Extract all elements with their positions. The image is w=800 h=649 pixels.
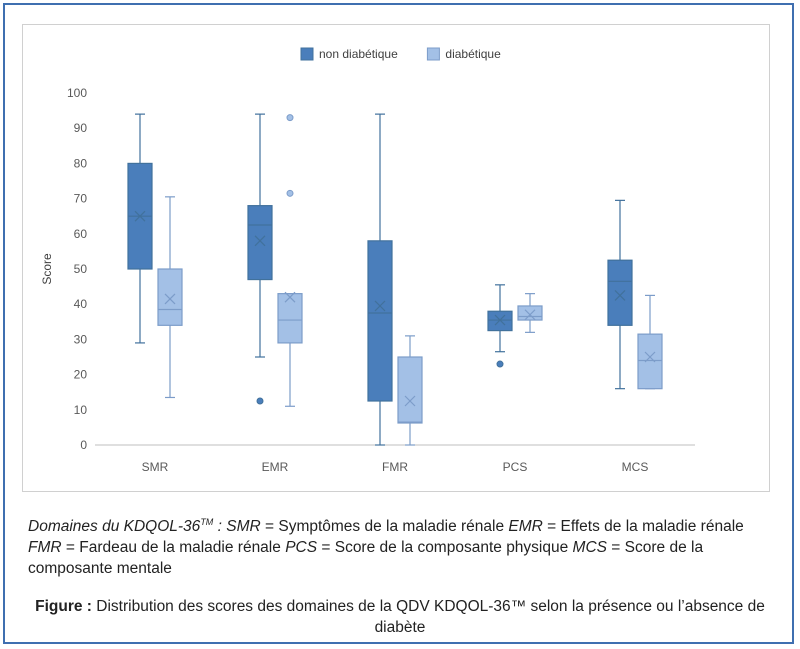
- caption-pcs-abbr: PCS: [285, 539, 318, 557]
- y-tick-label: 70: [74, 192, 88, 206]
- caption-pcs-text: = Score de la composante physique: [317, 539, 573, 557]
- mean-marker-b: [164, 293, 176, 305]
- mean-marker-b: [614, 289, 626, 301]
- box-non-diabétique-MCS: [607, 259, 633, 326]
- y-tick-label: 90: [74, 121, 88, 135]
- x-tick-label: MCS: [622, 460, 649, 474]
- mean-marker-b: [254, 235, 266, 247]
- y-tick-label: 50: [74, 262, 88, 276]
- caption-mcs-text: = Score de la composante mentale: [28, 539, 704, 578]
- figure-caption: Figure : Distribution des scores des dom…: [20, 596, 780, 638]
- chart-area: 0 10 20 30 40 50 60 70 80 90 100 Score SMR EMR FMR PCS M…: [22, 24, 770, 492]
- y-tick-label: 60: [74, 227, 88, 241]
- caption-colon: :: [213, 518, 227, 536]
- figure-label: Figure :: [35, 598, 92, 615]
- outlier-point: [286, 189, 294, 197]
- y-tick-label: 100: [67, 86, 87, 100]
- box-diabétique-PCS: [517, 305, 543, 321]
- box-diabétique-EMR: [277, 293, 303, 344]
- box-diabétique-SMR: [157, 268, 183, 326]
- y-tick-label: 30: [74, 332, 88, 346]
- legend-label: diabétique: [445, 47, 501, 61]
- outlier-point: [496, 360, 504, 368]
- x-tick-label: EMR: [262, 460, 289, 474]
- mean-marker-b: [494, 314, 506, 326]
- outlier-point: [256, 397, 264, 405]
- caption-smr-text: = Symptômes de la maladie rénale: [260, 518, 509, 536]
- caption-mcs-abbr: MCS: [572, 539, 607, 557]
- caption-tm: TM: [200, 517, 214, 527]
- box-non-diabétique-EMR: [247, 205, 273, 281]
- x-tick-label: FMR: [382, 460, 408, 474]
- legend-swatch: [426, 47, 440, 61]
- caption-fmr-text: = Fardeau de la maladie rénale: [61, 539, 286, 557]
- y-tick-label: 0: [80, 438, 87, 452]
- mean-marker-b: [284, 291, 296, 303]
- box-non-diabétique-FMR: [367, 240, 393, 402]
- box-plot-chart: 0 10 20 30 40 50 60 70 80 90 100 Score SMR EMR FMR PCS M…: [40, 47, 695, 474]
- caption-smr-abbr: SMR: [226, 518, 261, 536]
- y-tick-label: 80: [74, 156, 88, 170]
- outlier-point: [286, 114, 294, 122]
- caption-emr-abbr: EMR: [508, 518, 543, 536]
- mean-marker-b: [134, 210, 146, 222]
- box-diabétique-FMR: [397, 356, 423, 424]
- chart-caption: Domaines du KDQOL-36TM : SMR = Symptômes…: [28, 512, 774, 579]
- caption-emr-text: = Effets de la maladie rénale: [542, 518, 744, 536]
- mean-marker-b: [404, 395, 416, 407]
- figure-frame: [3, 3, 794, 644]
- caption-fmr-abbr: FMR: [28, 539, 62, 557]
- mean-marker-b: [374, 300, 386, 312]
- y-tick-label: 40: [74, 297, 88, 311]
- figure-text: Distribution des scores des domaines de …: [91, 598, 765, 636]
- mean-marker-b: [644, 351, 656, 363]
- box-diabétique-MCS: [637, 333, 663, 390]
- x-tick-label: SMR: [142, 460, 169, 474]
- y-axis-label: Score: [40, 253, 54, 285]
- mean-marker-b: [524, 309, 536, 321]
- y-tick-label: 10: [74, 403, 88, 417]
- y-tick-label: 20: [74, 368, 88, 382]
- x-tick-label: PCS: [503, 460, 528, 474]
- legend-swatch: [300, 47, 314, 61]
- legend-label: non diabétique: [319, 47, 398, 61]
- box-non-diabétique-PCS: [487, 310, 513, 332]
- caption-domains-label: Domaines du KDQOL-36: [28, 518, 201, 536]
